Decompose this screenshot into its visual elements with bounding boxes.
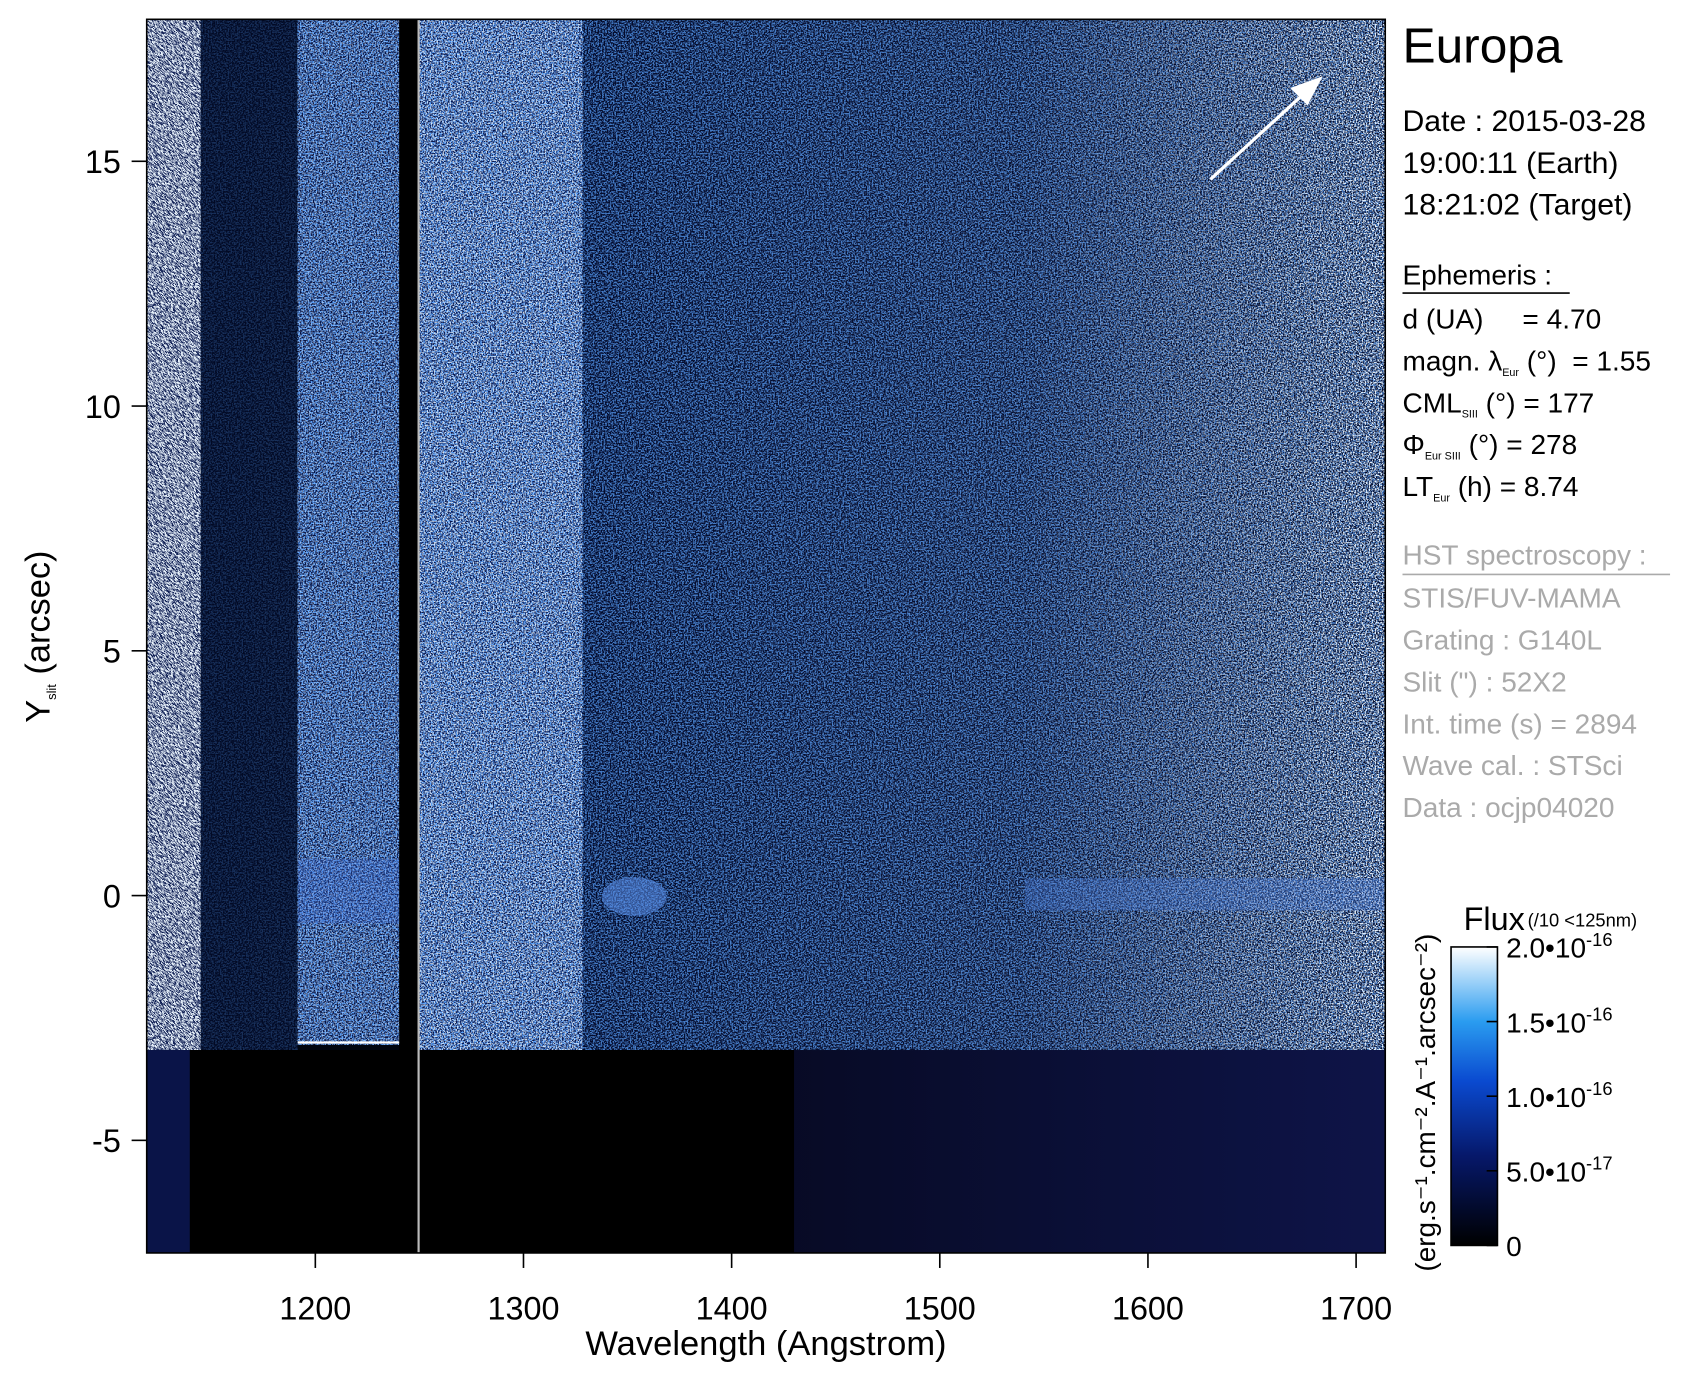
colorbar-title: Flux (1464, 901, 1525, 937)
spectral-image (146, 19, 1386, 1253)
x-tick-label: 1600 (1112, 1291, 1184, 1327)
colorbar-tick-label: 5.0•10-17 (1506, 1153, 1612, 1188)
date-line: Date : 2015-03-28 (1403, 105, 1646, 138)
hst-line: STIS/FUV-MAMA (1403, 583, 1621, 614)
hst-line: Wave cal. : STSci (1403, 750, 1623, 781)
date-line: 18:21:02 (Target) (1403, 189, 1633, 222)
hst-line: Int. time (s) = 2894 (1403, 708, 1638, 739)
colorbar-note: (/10 <125nm) (1528, 910, 1638, 931)
colorbar-unit: (erg.s⁻¹.cm⁻².A⁻¹.arcsec⁻²) (1410, 934, 1441, 1272)
ephemeris-sub: Eur (1502, 367, 1519, 379)
tick-exponent: -16 (1586, 1004, 1613, 1025)
ephemeris-title: Ephemeris : (1403, 260, 1553, 291)
colorbar-tick-label: 0 (1506, 1231, 1522, 1262)
tick-exponent: -16 (1586, 1078, 1613, 1099)
x-tick-label: 1300 (488, 1291, 560, 1327)
ephemeris-sub: Eur SIII (1425, 451, 1461, 463)
y-label-rest: (arcsec) (20, 551, 58, 685)
ephemeris-line: d (UA) = 4.70 (1403, 304, 1602, 335)
tick-mantissa: 1.5•10 (1506, 1007, 1586, 1038)
ephemeris-line: magn. λEur (°) = 1.55 (1403, 345, 1652, 378)
x-tick-label: 1400 (696, 1291, 768, 1327)
x-tick-label: 1200 (279, 1291, 351, 1327)
tick-mantissa: 1.0•10 (1506, 1082, 1586, 1113)
y-label-sub: slit (44, 684, 59, 700)
ephemeris-rest: (°) = 1.55 (1519, 345, 1651, 376)
date-line: 19:00:11 (Earth) (1403, 147, 1619, 180)
plot-frame (145, 18, 1387, 1254)
tick-mantissa: 5.0•10 (1506, 1157, 1586, 1188)
x-axis-label: Wavelength (Angstrom) (585, 1325, 946, 1363)
ephemeris-rest: (°) = 278 (1461, 429, 1577, 460)
y-label-main: Y (20, 700, 58, 723)
x-tick-label: 1500 (904, 1291, 976, 1327)
colorbar-tick-label: 1.5•10-16 (1506, 1004, 1612, 1039)
x-tick-label: 1700 (1320, 1291, 1392, 1327)
hst-line: Slit (") : 52X2 (1403, 666, 1567, 697)
ephemeris-main: d (UA) = 4.70 (1403, 304, 1602, 335)
ephemeris-line: LTEur (h) = 8.74 (1403, 471, 1579, 504)
ephemeris-sub: SIII (1462, 409, 1478, 421)
ephemeris-main: CML (1403, 387, 1462, 418)
hst-line: Grating : G140L (1403, 625, 1602, 656)
y-tick-label: -5 (92, 1123, 121, 1159)
ephemeris-main: Φ (1403, 429, 1425, 460)
ephemeris-sub: Eur (1433, 492, 1450, 504)
ephemeris-main: LT (1403, 471, 1434, 502)
y-tick-label: 5 (103, 634, 121, 670)
target-name: Europa (1403, 18, 1563, 73)
ephemeris-line: CMLSIII (°) = 177 (1403, 387, 1595, 420)
colorbar-tick-label: 2.0•10-16 (1506, 929, 1612, 964)
colorbar-tick-label: 1.0•10-16 (1506, 1078, 1612, 1113)
y-axis-label: Yslit (arcsec) (20, 551, 60, 723)
y-tick-label: 0 (103, 878, 121, 914)
tick-exponent: -17 (1586, 1153, 1613, 1174)
tick-mantissa: 2.0•10 (1506, 933, 1586, 964)
tick-exponent: -16 (1586, 929, 1613, 950)
ephemeris-main: magn. λ (1403, 345, 1503, 376)
ephemeris-rest: (°) = 177 (1478, 387, 1594, 418)
y-tick-label: 15 (85, 144, 121, 180)
y-tick-label: 10 (85, 389, 121, 425)
hst-title: HST spectroscopy : (1403, 540, 1647, 571)
hst-line: Data : ocjp04020 (1403, 792, 1615, 823)
ephemeris-rest: (h) = 8.74 (1450, 471, 1579, 502)
ephemeris-line: ΦEur SIII (°) = 278 (1403, 429, 1578, 462)
